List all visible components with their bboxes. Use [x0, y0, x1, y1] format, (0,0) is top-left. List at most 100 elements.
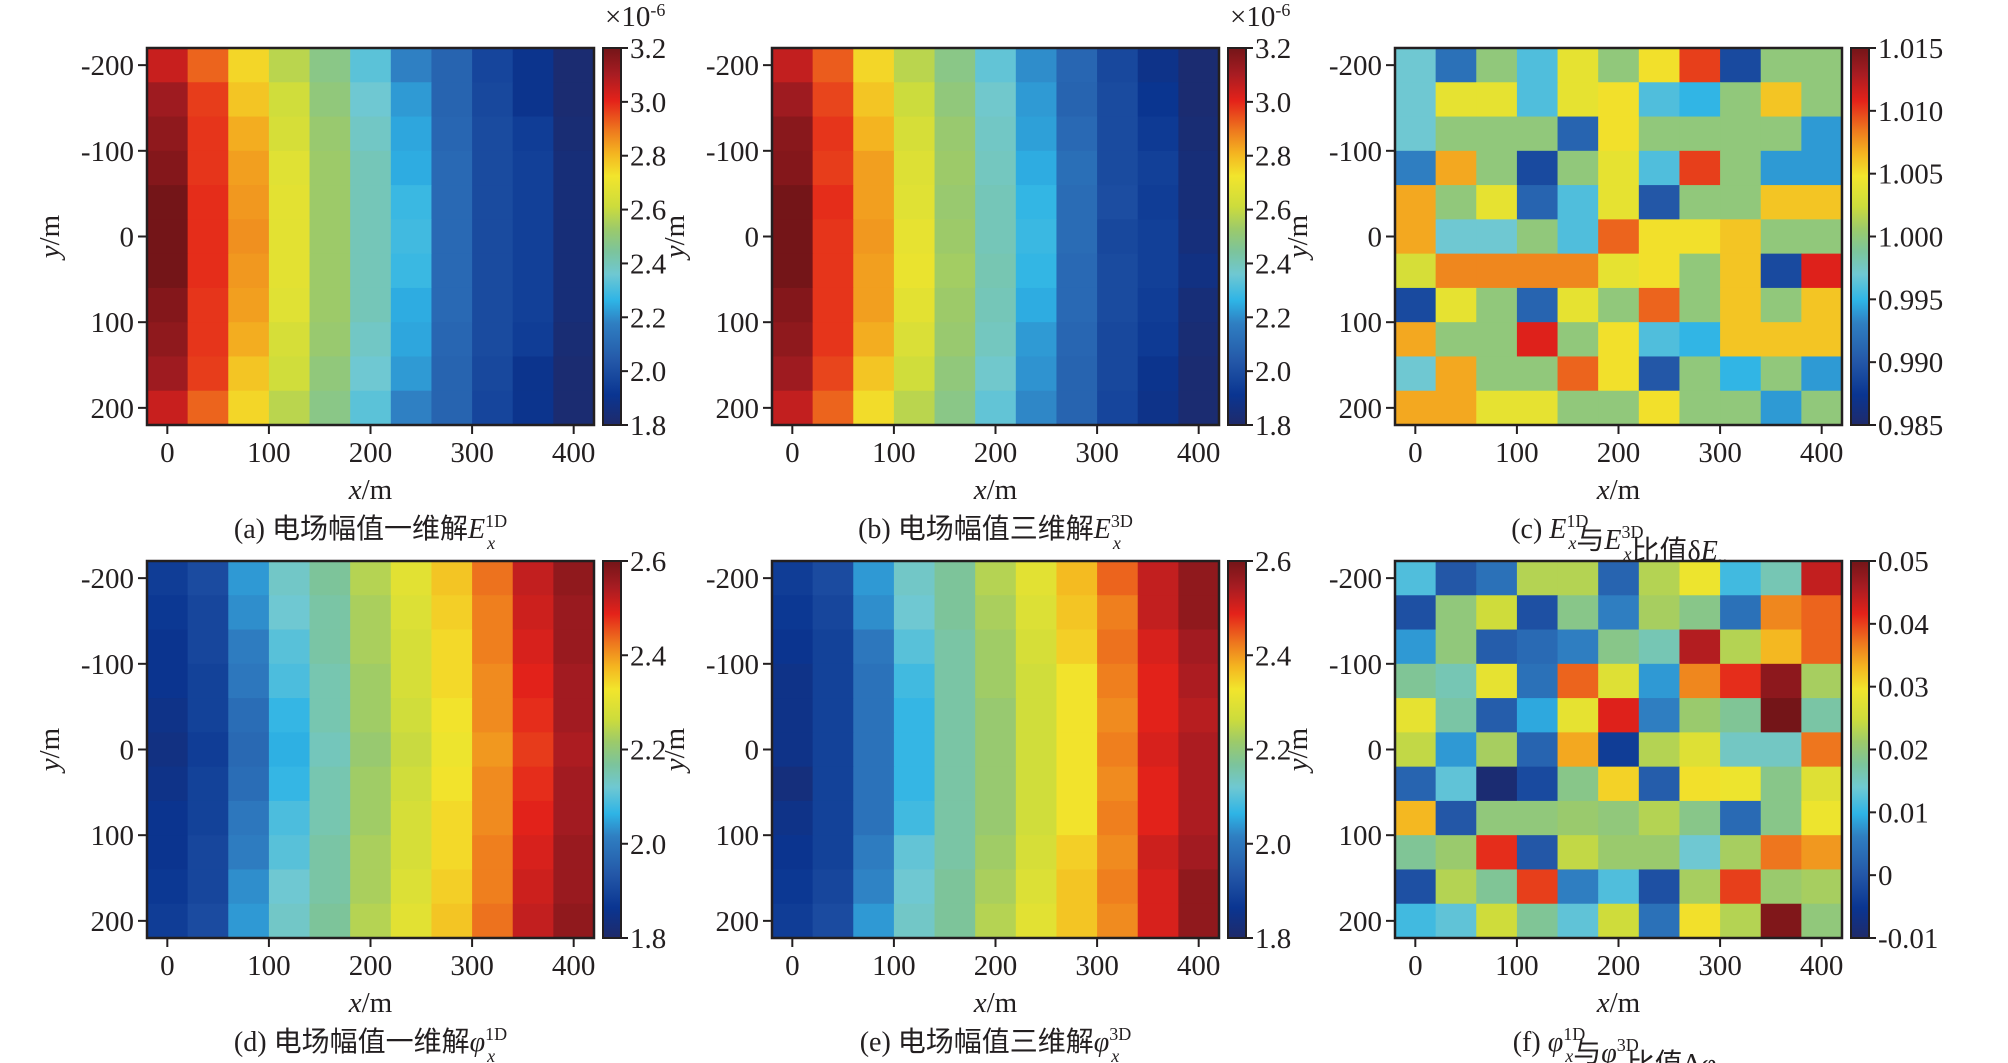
heatmap-cell — [1598, 253, 1640, 289]
heatmap-cell — [350, 595, 392, 631]
heatmap-cell — [147, 869, 189, 905]
heatmap-cell — [772, 356, 814, 392]
heatmap-cell — [893, 663, 936, 699]
heatmap-cell — [772, 82, 814, 118]
heatmap-cell — [147, 698, 189, 733]
heatmap-cell — [893, 219, 936, 255]
y-tick-label: -100 — [81, 136, 134, 168]
heatmap-cell — [1638, 287, 1681, 323]
heatmap-cell — [1395, 698, 1437, 733]
heatmap-cell — [472, 185, 514, 220]
heatmap-cell — [1760, 800, 1802, 836]
heatmap-cell — [1015, 185, 1058, 220]
heatmap-cell — [1598, 185, 1640, 220]
heatmap-cell — [553, 595, 595, 631]
heatmap-cell — [1015, 766, 1058, 802]
heatmap-cell — [228, 287, 270, 323]
y-tick-label: -100 — [1329, 136, 1382, 168]
heatmap-cell — [228, 356, 270, 392]
heatmap-cell — [772, 116, 814, 152]
heatmap-cell — [472, 698, 514, 733]
heatmap-cell — [147, 287, 189, 323]
heatmap-cell — [1097, 287, 1139, 323]
heatmap-cell — [1638, 663, 1681, 699]
heatmap-cell — [512, 150, 554, 186]
heatmap-cell — [1679, 322, 1721, 358]
heatmap-cell — [228, 732, 270, 768]
x-tick-label: 100 — [1495, 950, 1539, 982]
caption-subscript: x — [486, 1046, 495, 1063]
x-tick-label: 200 — [974, 950, 1018, 982]
heatmap-cell — [1598, 219, 1640, 255]
heatmap-cell — [975, 800, 1017, 836]
heatmap-cell — [1516, 835, 1559, 871]
heatmap-cell — [1557, 663, 1599, 699]
heatmap-cell — [1557, 595, 1599, 631]
heatmap-cell — [1395, 356, 1437, 392]
heatmap-cell — [812, 82, 854, 118]
heatmap-cell — [1801, 800, 1843, 836]
heatmap-cell — [812, 322, 854, 358]
heatmap-cell — [187, 390, 229, 426]
heatmap-cell — [268, 150, 311, 186]
heatmap-cell — [1137, 561, 1179, 596]
multiplier-exponent: -6 — [650, 0, 665, 20]
heatmap-cell — [1395, 390, 1437, 426]
heatmap-cell — [893, 185, 936, 220]
colorbar-tick-label: 2.2 — [1255, 302, 1291, 334]
heatmap-cell — [1516, 766, 1559, 802]
heatmap-cell — [975, 869, 1017, 905]
heatmap-cell — [553, 869, 595, 905]
heatmap-cell — [1557, 219, 1599, 255]
heatmap-cell — [1476, 869, 1518, 905]
heatmap-cell — [893, 629, 936, 665]
heatmap-cell — [1097, 663, 1139, 699]
heatmap-cell — [1137, 629, 1179, 665]
heatmap-cell — [309, 356, 351, 392]
heatmap-cell — [553, 356, 595, 392]
caption-symbol: E — [1700, 536, 1718, 567]
heatmap-cell — [390, 869, 433, 905]
heatmap-cell — [268, 287, 311, 323]
heatmap-cell — [934, 869, 976, 905]
x-tick-label: 300 — [450, 950, 494, 982]
heatmap-cell — [147, 800, 189, 836]
heatmap-cell — [1679, 766, 1721, 802]
colorbar-gradient — [1227, 47, 1247, 426]
heatmap-cell — [350, 185, 392, 220]
heatmap-cell — [187, 561, 229, 596]
heatmap-cell — [268, 322, 311, 358]
heatmap-cell — [1476, 322, 1518, 358]
heatmap-cell — [268, 219, 311, 255]
colorbar-tick-label: 1.005 — [1878, 159, 1943, 191]
heatmap-cell — [431, 561, 473, 596]
heatmap-cell — [1137, 150, 1179, 186]
heatmap-cell — [812, 903, 854, 939]
heatmap-cell — [147, 253, 189, 289]
heatmap-cell — [1097, 561, 1139, 596]
heatmap-cell — [934, 390, 976, 426]
heatmap-cell — [1097, 732, 1139, 768]
heatmap-cell — [512, 732, 554, 768]
heatmap-cell — [268, 595, 311, 631]
x-tick-label: 0 — [785, 437, 800, 469]
heatmap-cell — [812, 219, 854, 255]
heatmap-cell — [1137, 766, 1179, 802]
x-tick-label: 400 — [1800, 950, 1844, 982]
heatmap-cell — [975, 390, 1017, 426]
heatmap-cell — [268, 835, 311, 871]
heatmap-cell — [1720, 356, 1762, 392]
heatmap-cell — [934, 766, 976, 802]
heatmap-cell — [772, 253, 814, 289]
heatmap-cell — [1760, 903, 1802, 939]
heatmap-cell — [853, 869, 895, 905]
heatmap-cell — [1801, 253, 1843, 289]
heatmap-cell — [1598, 800, 1640, 836]
heatmap-cell — [1598, 766, 1640, 802]
heatmap-cell — [147, 663, 189, 699]
heatmap-cell — [350, 116, 392, 152]
heatmap-cell — [472, 82, 514, 118]
heatmap-cell — [1557, 356, 1599, 392]
heatmap-cell — [309, 116, 351, 152]
caption-symbol: E — [1548, 514, 1566, 545]
